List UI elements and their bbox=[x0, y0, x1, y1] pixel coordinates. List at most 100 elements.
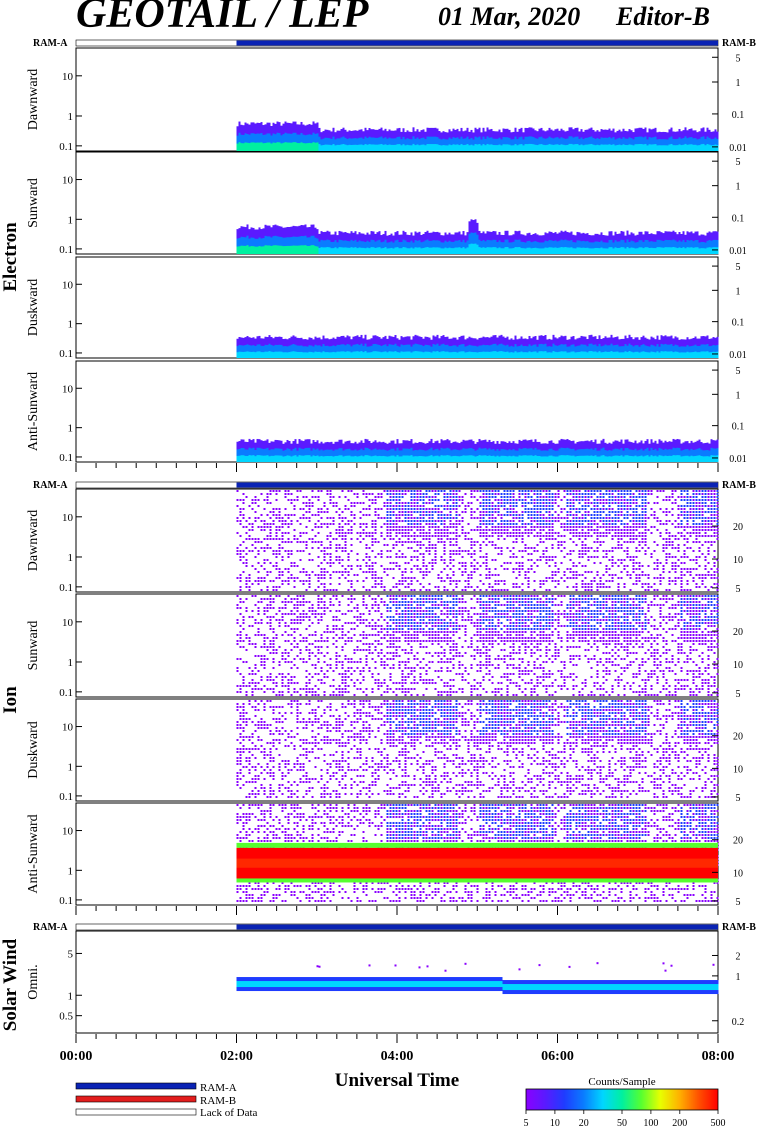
spectrum-cell bbox=[404, 571, 407, 573]
spectrum-cell bbox=[598, 456, 601, 462]
spectrum-cell bbox=[443, 505, 446, 507]
spectrum-cell bbox=[506, 514, 509, 516]
spectrum-cell bbox=[484, 247, 487, 254]
spectrum-cell bbox=[494, 529, 497, 531]
spectrum-cell bbox=[434, 532, 437, 534]
spectrum-cell bbox=[548, 496, 551, 498]
spectrum-cell bbox=[716, 344, 719, 358]
spectrum-cell bbox=[348, 138, 351, 151]
spectrum-cell bbox=[268, 450, 271, 462]
spectrum-cell bbox=[551, 571, 554, 573]
spectrum-cell bbox=[632, 241, 635, 254]
spectrum-cell bbox=[407, 529, 410, 531]
spectrum-cell bbox=[581, 496, 584, 498]
spectrum-cell bbox=[516, 247, 519, 254]
spectrum-cell bbox=[328, 240, 331, 254]
spectrum-cell bbox=[564, 344, 567, 358]
spectrum-cell bbox=[509, 514, 512, 516]
spectrum-cell bbox=[389, 556, 392, 558]
spectrum-cell bbox=[390, 247, 393, 254]
spectrum-cell bbox=[392, 547, 395, 549]
spectrum-cell bbox=[334, 455, 337, 462]
spectrum-cell bbox=[434, 490, 437, 492]
spectrum-cell bbox=[632, 346, 635, 358]
spectrum-cell bbox=[716, 455, 719, 462]
spectrum-cell bbox=[402, 345, 405, 358]
spectrum-cell bbox=[569, 577, 572, 579]
spectrum-cell bbox=[401, 532, 404, 534]
left-tick-label: 0.1 bbox=[59, 452, 73, 464]
spectrum-cell bbox=[270, 237, 273, 254]
spectrum-cell bbox=[276, 344, 279, 358]
spectrum-cell bbox=[396, 144, 399, 151]
spectrum-cell bbox=[244, 345, 247, 358]
spectrum-cell bbox=[575, 523, 578, 525]
spectrum-cell bbox=[296, 520, 299, 522]
spectrum-cell bbox=[418, 351, 421, 358]
spectrum-cell bbox=[350, 144, 353, 151]
spectrum-cell bbox=[521, 520, 524, 522]
spectrum-cell bbox=[690, 137, 693, 151]
right-tick-label: 1 bbox=[736, 78, 741, 89]
spectrum-cell bbox=[416, 450, 419, 462]
spectrum-cell bbox=[716, 145, 719, 151]
spectrum-cell bbox=[251, 544, 254, 546]
spectrum-cell bbox=[287, 550, 290, 552]
spectrum-cell bbox=[428, 562, 431, 564]
spectrum-cell bbox=[287, 490, 290, 492]
spectrum-cell bbox=[428, 532, 431, 534]
spectrum-cell bbox=[658, 455, 661, 462]
spectrum-cell bbox=[236, 455, 239, 462]
spectrum-cell bbox=[578, 550, 581, 552]
spectrum-cell bbox=[347, 523, 350, 525]
spectrum-cell bbox=[452, 345, 455, 358]
spectrum-cell bbox=[354, 351, 357, 358]
spectrum-cell bbox=[455, 502, 458, 504]
spectrum-cell bbox=[437, 517, 440, 519]
spectrum-cell bbox=[461, 556, 464, 558]
spectrum-cell bbox=[350, 520, 353, 522]
spectrum-cell bbox=[236, 547, 239, 549]
spectrum-cell bbox=[284, 532, 287, 534]
spectrum-cell bbox=[344, 345, 347, 358]
spectrum-cell bbox=[362, 586, 365, 588]
spectrum-cell bbox=[612, 242, 615, 254]
spectrum-cell bbox=[503, 505, 506, 507]
spectrum-cell bbox=[630, 456, 633, 462]
spectrum-cell bbox=[269, 493, 272, 495]
spectrum-cell bbox=[239, 577, 242, 579]
spectrum-cell bbox=[264, 448, 267, 462]
spectrum-cell bbox=[497, 514, 500, 516]
spectrum-cell bbox=[557, 541, 560, 543]
spectrum-cell bbox=[329, 553, 332, 555]
spectrum-cell bbox=[698, 345, 701, 358]
spectrum-cell bbox=[360, 247, 363, 254]
spectrum-cell bbox=[452, 589, 455, 591]
spectrum-cell bbox=[368, 508, 371, 510]
spectrum-cell bbox=[239, 520, 242, 522]
spectrum-cell bbox=[527, 553, 530, 555]
spectrum-cell bbox=[516, 346, 519, 358]
spectrum-cell bbox=[452, 550, 455, 552]
spectrum-cell bbox=[354, 239, 357, 254]
spectrum-cell bbox=[350, 544, 353, 546]
spectrum-cell bbox=[527, 490, 530, 492]
spectrum-cell bbox=[335, 571, 338, 573]
spectrum-cell bbox=[536, 565, 539, 567]
spectrum-cell bbox=[509, 523, 512, 525]
spectrum-cell bbox=[334, 247, 337, 254]
spectrum-cell bbox=[395, 520, 398, 522]
spectrum-cell bbox=[556, 137, 559, 151]
spectrum-cell bbox=[503, 490, 506, 492]
panel-label: Anti-Sunward bbox=[26, 372, 41, 451]
spectrum-cell bbox=[359, 535, 362, 537]
spectrum-cell bbox=[314, 496, 317, 498]
spectrum-cell bbox=[296, 236, 299, 254]
spectrum-cell bbox=[420, 242, 423, 254]
spectrum-cell bbox=[560, 499, 563, 501]
spectrum-cell bbox=[316, 448, 319, 462]
spectrum-cell bbox=[352, 344, 355, 358]
spectrum-cell bbox=[536, 496, 539, 498]
spectrum-cell bbox=[359, 523, 362, 525]
spectrum-cell bbox=[392, 493, 395, 495]
